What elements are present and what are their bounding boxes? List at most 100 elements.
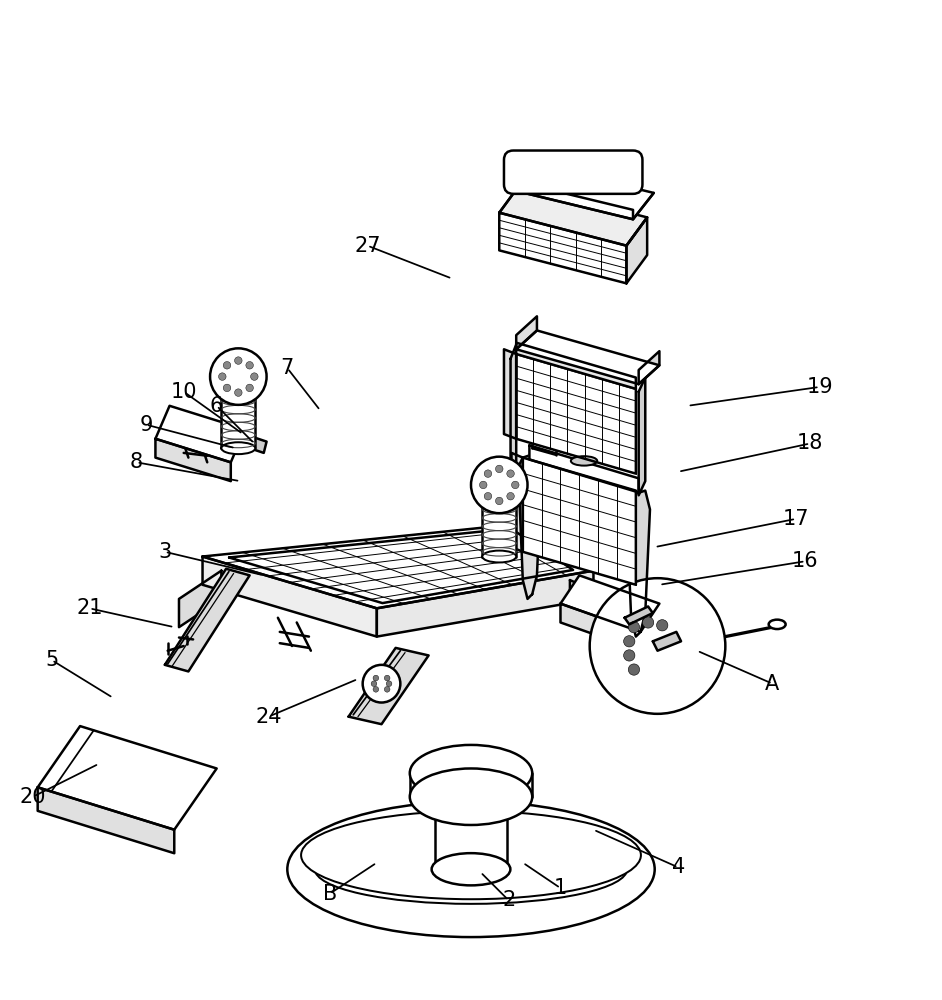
Text: 7: 7	[281, 358, 294, 378]
Circle shape	[484, 470, 492, 477]
Text: 8: 8	[130, 452, 143, 472]
Circle shape	[471, 457, 528, 513]
Text: 1: 1	[554, 878, 567, 898]
Circle shape	[386, 681, 392, 687]
Ellipse shape	[301, 811, 641, 899]
Circle shape	[371, 681, 377, 687]
Polygon shape	[626, 491, 650, 637]
Polygon shape	[516, 316, 537, 349]
Text: 2: 2	[502, 890, 515, 910]
Text: 19: 19	[806, 377, 833, 397]
Polygon shape	[504, 349, 516, 439]
Polygon shape	[499, 184, 647, 246]
Ellipse shape	[482, 551, 516, 562]
Circle shape	[657, 620, 668, 631]
Text: 21: 21	[76, 598, 103, 618]
Text: 27: 27	[354, 236, 381, 256]
Polygon shape	[203, 557, 377, 637]
Ellipse shape	[431, 853, 511, 885]
Circle shape	[363, 665, 400, 703]
Text: 3: 3	[158, 542, 171, 562]
Polygon shape	[560, 575, 659, 632]
Circle shape	[484, 492, 492, 500]
Circle shape	[628, 622, 640, 633]
Ellipse shape	[221, 442, 255, 454]
Circle shape	[246, 362, 253, 369]
Text: 9: 9	[139, 415, 153, 435]
Text: 6: 6	[210, 396, 223, 416]
Circle shape	[373, 687, 379, 692]
Polygon shape	[653, 632, 681, 651]
Circle shape	[373, 675, 379, 681]
Text: 17: 17	[783, 509, 809, 529]
Polygon shape	[516, 343, 636, 389]
Circle shape	[512, 481, 519, 489]
Text: 16: 16	[792, 551, 819, 571]
Circle shape	[495, 465, 503, 473]
Circle shape	[223, 362, 231, 369]
Circle shape	[384, 687, 390, 692]
Polygon shape	[626, 217, 647, 283]
Circle shape	[479, 481, 487, 489]
Circle shape	[246, 384, 253, 392]
Polygon shape	[377, 571, 593, 637]
Polygon shape	[38, 787, 174, 853]
Text: 5: 5	[45, 650, 58, 670]
Circle shape	[642, 617, 654, 628]
Polygon shape	[570, 580, 612, 627]
Circle shape	[624, 636, 635, 647]
Polygon shape	[511, 345, 516, 481]
Polygon shape	[512, 453, 523, 552]
Circle shape	[628, 664, 640, 675]
Polygon shape	[529, 445, 639, 492]
Circle shape	[235, 357, 242, 364]
Polygon shape	[639, 378, 645, 495]
Circle shape	[210, 348, 267, 405]
Polygon shape	[499, 213, 626, 283]
Text: B: B	[322, 884, 337, 904]
Polygon shape	[203, 524, 593, 608]
Ellipse shape	[482, 499, 516, 511]
FancyBboxPatch shape	[504, 151, 642, 194]
Ellipse shape	[410, 745, 532, 801]
Circle shape	[223, 384, 231, 392]
Polygon shape	[509, 180, 633, 219]
Ellipse shape	[435, 775, 507, 800]
Polygon shape	[639, 351, 659, 384]
Ellipse shape	[571, 456, 597, 466]
Polygon shape	[523, 458, 636, 585]
Text: 10: 10	[171, 382, 197, 402]
Polygon shape	[516, 330, 659, 384]
Text: 18: 18	[797, 433, 823, 453]
Polygon shape	[155, 406, 245, 462]
Circle shape	[235, 389, 242, 396]
Ellipse shape	[221, 390, 255, 402]
Circle shape	[251, 373, 258, 380]
Polygon shape	[234, 429, 252, 445]
Polygon shape	[250, 437, 267, 453]
Polygon shape	[155, 439, 231, 481]
Polygon shape	[349, 648, 429, 724]
Circle shape	[384, 675, 390, 681]
Polygon shape	[509, 163, 654, 219]
Polygon shape	[221, 396, 255, 448]
Text: 4: 4	[672, 857, 685, 877]
Polygon shape	[179, 571, 221, 627]
Text: 24: 24	[255, 707, 282, 727]
Ellipse shape	[769, 620, 786, 629]
Polygon shape	[625, 606, 653, 624]
Polygon shape	[560, 604, 641, 651]
Circle shape	[507, 492, 514, 500]
Ellipse shape	[410, 768, 532, 825]
Polygon shape	[38, 726, 217, 830]
Circle shape	[219, 373, 226, 380]
Circle shape	[495, 497, 503, 505]
Polygon shape	[482, 505, 516, 557]
Ellipse shape	[315, 835, 627, 904]
Polygon shape	[516, 354, 636, 474]
Polygon shape	[518, 453, 542, 599]
Circle shape	[507, 470, 514, 477]
Polygon shape	[165, 569, 250, 671]
Circle shape	[624, 650, 635, 661]
Circle shape	[590, 578, 725, 714]
